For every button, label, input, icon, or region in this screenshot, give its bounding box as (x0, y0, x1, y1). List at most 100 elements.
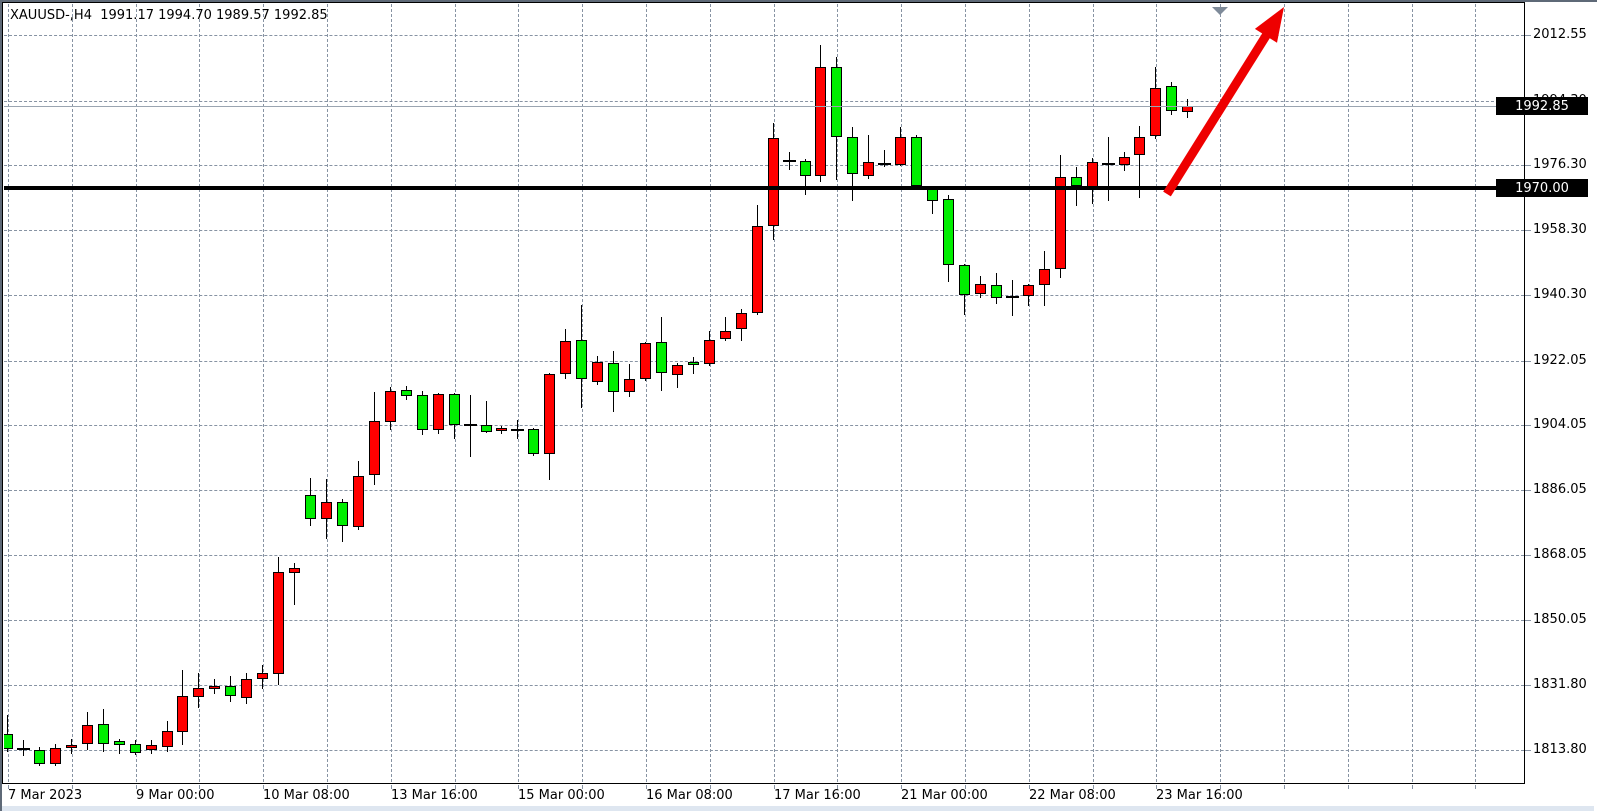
candle-body (433, 394, 444, 430)
time-tick (1284, 785, 1285, 789)
chart-surface[interactable]: XAUUSD-,H4 1991.17 1994.70 1989.57 1992.… (4, 4, 1524, 782)
time-label: 7 Mar 2023 (8, 788, 83, 803)
time-label: 16 Mar 08:00 (646, 788, 733, 803)
price-tick (1525, 295, 1531, 296)
v-gridline (8, 4, 9, 782)
price-label: 1813.80 (1533, 742, 1587, 757)
candle-body (800, 161, 811, 176)
v-gridline (901, 4, 902, 782)
candle-body (528, 429, 539, 454)
time-label: 10 Mar 08:00 (263, 788, 350, 803)
time-tick (1475, 785, 1476, 789)
candle-body (720, 331, 731, 339)
candle-doji-bar (464, 424, 477, 426)
candle-wick (294, 563, 295, 605)
candle-body (704, 340, 715, 364)
price-label: 1886.05 (1533, 482, 1587, 497)
v-gridline (72, 4, 73, 782)
v-gridline (965, 4, 966, 782)
candle-body (321, 502, 332, 519)
time-label: 17 Mar 16:00 (774, 788, 861, 803)
time-tick (327, 785, 328, 789)
candle-body (98, 724, 109, 744)
candle-body (193, 688, 204, 697)
candle-body (449, 394, 460, 425)
v-gridline (199, 4, 200, 782)
candle-body (752, 226, 763, 313)
time-tick (582, 785, 583, 789)
h-gridline (4, 230, 1524, 231)
triangle-down-icon[interactable] (1212, 7, 1228, 15)
v-gridline (1156, 4, 1157, 782)
time-axis[interactable] (2, 784, 1525, 805)
v-gridline (136, 4, 137, 782)
candle-body (417, 395, 428, 430)
window-bottom-edge (2, 806, 1597, 811)
time-tick (646, 785, 647, 789)
horizontal-level-line[interactable] (4, 186, 1524, 190)
time-tick (1348, 785, 1349, 789)
h-gridline (4, 685, 1524, 686)
candle-body (353, 476, 364, 527)
h-gridline (4, 101, 1524, 102)
candle-doji-bar (783, 160, 796, 162)
price-label: 2012.55 (1533, 27, 1587, 42)
price-tick (1525, 685, 1531, 686)
v-gridline (774, 4, 775, 782)
candle-body (576, 340, 587, 379)
candle-body (66, 745, 77, 748)
candle-body (1150, 88, 1161, 136)
price-label: 1904.05 (1533, 417, 1587, 432)
current-price-badge: 1992.85 (1496, 97, 1588, 115)
price-tick (1525, 750, 1531, 751)
h-gridline (4, 620, 1524, 621)
price-label: 1868.05 (1533, 547, 1587, 562)
candle-body (82, 725, 93, 744)
price-label: 1958.30 (1533, 222, 1587, 237)
candle-wick (868, 135, 869, 179)
candle-body (815, 67, 826, 176)
time-label: 13 Mar 16:00 (391, 788, 478, 803)
time-tick (199, 785, 200, 789)
v-gridline (646, 4, 647, 782)
candle-wick (1139, 126, 1140, 198)
candle-body (991, 285, 1002, 298)
h-gridline (4, 490, 1524, 491)
time-tick (901, 785, 902, 789)
time-label: 9 Mar 00:00 (136, 788, 215, 803)
price-tick (1525, 361, 1531, 362)
v-gridline (1412, 4, 1413, 782)
plot-area-frame: XAUUSD-,H4 1991.17 1994.70 1989.57 1992.… (2, 2, 1525, 784)
candle-body (959, 265, 970, 295)
candle-wick (1012, 280, 1013, 316)
candle-body (209, 686, 220, 689)
candle-wick (884, 150, 885, 167)
price-tick (1525, 165, 1531, 166)
time-tick (455, 785, 456, 789)
price-tick (1525, 555, 1531, 556)
time-tick (1093, 785, 1094, 789)
time-tick (391, 785, 392, 789)
candle-body (1039, 269, 1050, 285)
price-axis[interactable] (1525, 2, 1597, 784)
trend-arrow[interactable] (4, 4, 1524, 782)
time-tick (965, 785, 966, 789)
time-tick (1029, 785, 1030, 789)
v-gridline (1284, 4, 1285, 782)
candle-body (847, 137, 858, 174)
candle-wick (7, 715, 8, 752)
candle-body (273, 572, 284, 674)
time-tick (72, 785, 73, 789)
time-tick (774, 785, 775, 789)
candle-body (768, 138, 779, 226)
v-gridline (837, 4, 838, 782)
candle-doji-bar (878, 163, 891, 165)
time-label: 15 Mar 00:00 (518, 788, 605, 803)
candle-body (1134, 137, 1145, 155)
candle-body (114, 741, 125, 745)
candle-body (863, 162, 874, 176)
price-tick (1525, 230, 1531, 231)
candle-body (289, 568, 300, 573)
candle-body (130, 744, 141, 753)
